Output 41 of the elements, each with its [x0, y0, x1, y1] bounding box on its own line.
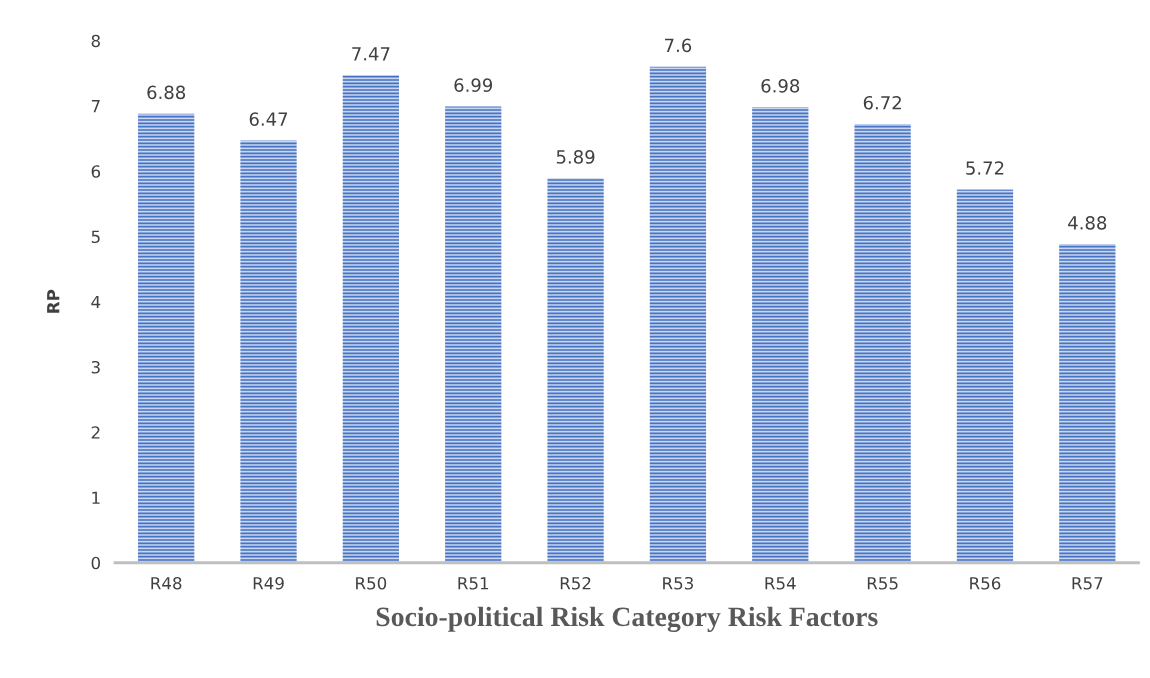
- data-label: 6.88: [147, 85, 186, 100]
- y-tick-label: 5: [91, 230, 100, 244]
- x-tick-label: R57: [1072, 577, 1103, 590]
- x-axis-title: Socio-political Risk Category Risk Factors: [376, 606, 878, 633]
- bar: [547, 178, 604, 563]
- data-label: 6.99: [454, 78, 493, 92]
- x-tick-label: R55: [867, 577, 898, 590]
- bar: [342, 75, 400, 563]
- y-tick-label: 4: [91, 295, 101, 309]
- y-tick-label: 0: [91, 556, 100, 570]
- y-tick-label: 8: [91, 34, 100, 48]
- data-label: 6.98: [761, 78, 800, 93]
- data-label: 4.88: [1068, 216, 1107, 230]
- bar: [649, 66, 707, 563]
- x-tick-label: R53: [663, 576, 693, 590]
- bar: [445, 106, 502, 563]
- x-tick-label: R49: [253, 576, 284, 590]
- data-label: 6.72: [863, 95, 901, 110]
- data-label: 6.47: [249, 112, 288, 126]
- y-tick-label: 3: [91, 360, 100, 374]
- data-label: 7.6: [665, 38, 692, 53]
- x-tick-label: R51: [458, 577, 489, 590]
- data-label: 7.47: [352, 47, 390, 61]
- x-tick-label: R48: [151, 576, 182, 590]
- y-tick-label: 1: [92, 491, 100, 504]
- bar: [854, 124, 911, 563]
- x-tick-label: R50: [356, 576, 387, 590]
- x-tick-label: R54: [765, 577, 796, 590]
- x-tick-label: R52: [560, 576, 591, 590]
- data-label: 5.89: [556, 150, 595, 164]
- bar: [138, 113, 195, 563]
- y-tick-label: 7: [91, 100, 100, 113]
- bar: [752, 107, 809, 563]
- y-tick-label: 6: [91, 165, 101, 178]
- data-label: 5.72: [966, 161, 1004, 175]
- bar: [956, 189, 1014, 563]
- y-tick-label: 2: [91, 426, 100, 439]
- bar: [1059, 244, 1116, 563]
- bar: [240, 140, 297, 563]
- y-axis-title: RP: [47, 289, 60, 313]
- x-tick-label: R56: [970, 576, 1001, 590]
